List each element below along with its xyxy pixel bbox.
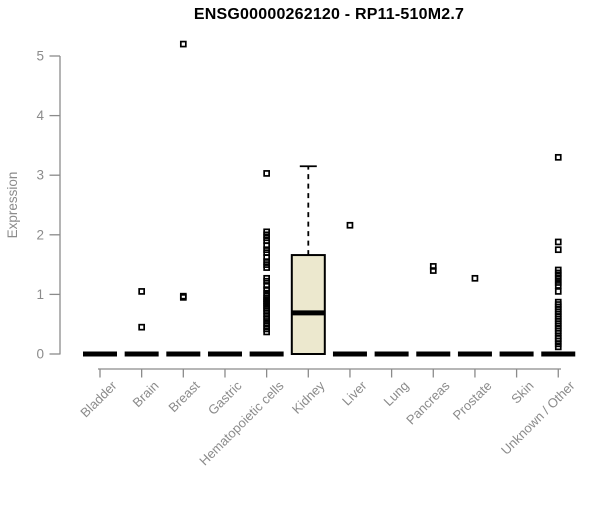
outlier-point — [138, 288, 146, 295]
outlier-point — [263, 170, 270, 177]
zero-median-bar — [207, 351, 242, 357]
zero-median-bar — [166, 351, 201, 357]
outlier-point — [263, 286, 270, 293]
outlier-point — [554, 282, 562, 289]
outlier-point — [263, 264, 270, 271]
boxplot-box — [290, 254, 326, 355]
y-tick-label: 1 — [36, 287, 44, 302]
y-tick-label: 5 — [36, 49, 44, 64]
zero-median-bar — [457, 351, 492, 357]
zero-median-bar — [83, 351, 117, 357]
boxplot-median — [291, 310, 325, 316]
zero-median-bar — [124, 351, 159, 357]
outlier-point — [554, 153, 562, 161]
outlier-point — [346, 221, 354, 229]
zero-median-bar — [374, 351, 409, 357]
outlier-point — [429, 267, 437, 274]
outlier-point — [554, 238, 562, 246]
outlier-point — [138, 323, 146, 331]
outlier-point — [471, 274, 479, 282]
zero-median-bar — [332, 351, 367, 357]
outlier-point — [179, 40, 187, 48]
zero-median-bar — [541, 351, 576, 357]
outlier-point — [554, 343, 562, 351]
y-tick-label: 2 — [36, 227, 44, 242]
y-tick-label: 4 — [36, 108, 44, 123]
chart-title: ENSG00000262120 - RP11-510M2.7 — [193, 6, 465, 23]
zero-median-bar — [416, 351, 451, 357]
outlier-point — [263, 328, 270, 336]
outlier-point — [554, 246, 562, 254]
outlier-point — [554, 275, 562, 283]
outlier-point — [179, 294, 187, 301]
outlier-point — [263, 316, 270, 323]
y-tick-label: 0 — [36, 347, 44, 362]
outlier-point — [554, 288, 562, 295]
zero-median-bar — [249, 351, 284, 357]
zero-median-bar — [499, 351, 534, 357]
y-tick-label: 3 — [36, 168, 44, 183]
